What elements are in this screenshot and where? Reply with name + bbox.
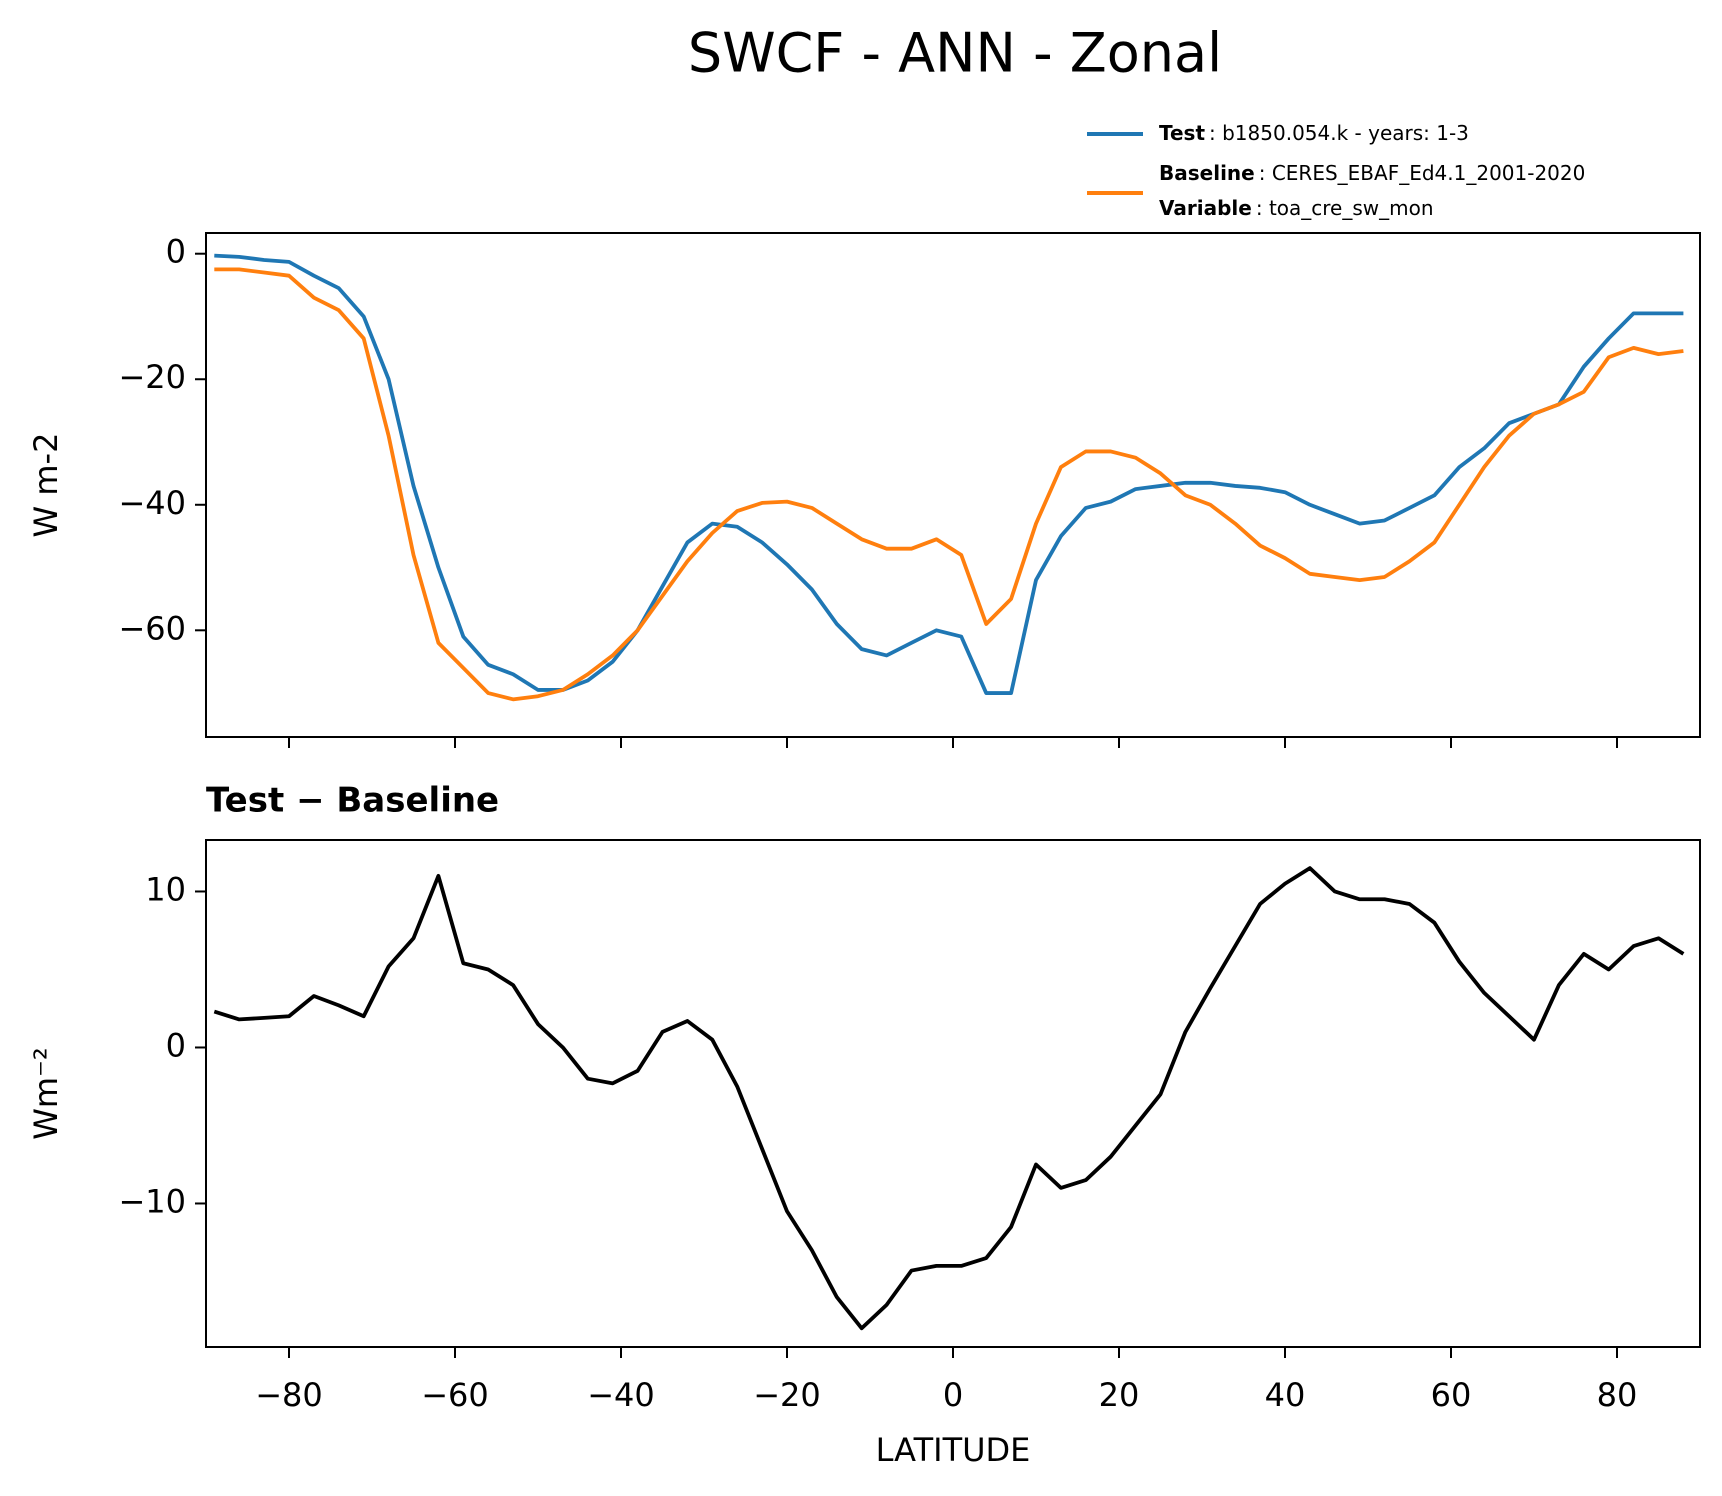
x-tick-label: −40: [587, 1376, 655, 1414]
x-tick-label: 20: [1099, 1376, 1140, 1414]
x-tick-label: −80: [255, 1376, 323, 1414]
y-tick-label: 0: [166, 1026, 186, 1064]
y-tick-label: 10: [145, 870, 186, 908]
legend-note-name: Variable: [1159, 196, 1252, 220]
legend-name: Baseline: [1159, 161, 1255, 185]
y-axis-label: W m-2: [27, 433, 65, 538]
legend-note: Variable: toa_cre_sw_mon: [1159, 196, 1434, 220]
axes-frame: [205, 232, 1701, 738]
x-tick-label: 40: [1265, 1376, 1306, 1414]
legend-entry: Baseline: CERES_EBAF_Ed4.1_2001-2020: [1159, 161, 1585, 185]
legend-label: : CERES_EBAF_Ed4.1_2001-2020: [1259, 161, 1586, 185]
legend-name: Test: [1159, 121, 1205, 145]
data-line: [214, 267, 1684, 702]
axes-frame: [205, 839, 1701, 1348]
y-tick-label: −60: [118, 609, 186, 647]
x-tick-label: −20: [753, 1376, 821, 1414]
y-axis-label: Wm⁻²: [27, 1047, 65, 1140]
data-line: [214, 253, 1684, 695]
data-line: [213, 866, 1685, 1331]
y-tick-label: −40: [118, 484, 186, 522]
x-tick-label: −60: [421, 1376, 489, 1414]
legend-entry: Test: b1850.054.k - years: 1-3: [1159, 121, 1469, 145]
x-tick-label: 60: [1431, 1376, 1472, 1414]
y-tick-label: −10: [118, 1182, 186, 1220]
x-tick-label: 0: [943, 1376, 963, 1414]
legend-note-label: : toa_cre_sw_mon: [1256, 196, 1434, 220]
figure-title: SWCF - ANN - Zonal: [688, 22, 1222, 85]
x-axis-label: LATITUDE: [876, 1431, 1031, 1469]
y-tick-label: 0: [166, 233, 186, 271]
legend-label: : b1850.054.k - years: 1-3: [1209, 121, 1469, 145]
x-tick-label: 80: [1597, 1376, 1638, 1414]
axes-title: Test − Baseline: [206, 781, 499, 821]
y-tick-label: −20: [118, 358, 186, 396]
